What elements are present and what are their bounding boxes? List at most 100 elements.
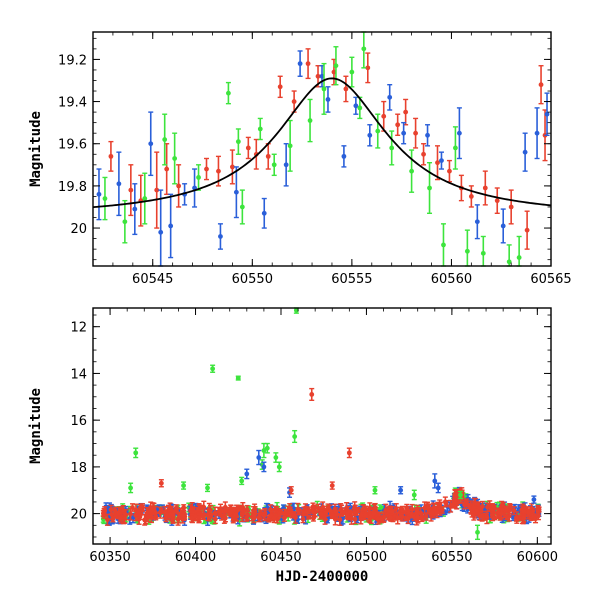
data-point [500, 223, 506, 229]
data-point [452, 494, 458, 499]
data-point [480, 250, 486, 256]
data-point [415, 514, 420, 520]
data-point [233, 511, 239, 517]
data-point [179, 513, 185, 518]
data-point [482, 185, 488, 191]
data-point [398, 487, 404, 493]
data-point [133, 450, 139, 456]
data-point [521, 509, 527, 514]
data-point [361, 46, 367, 52]
data-point [181, 505, 187, 511]
data-point [261, 448, 267, 453]
data-point [441, 242, 446, 248]
data-point [365, 65, 371, 71]
x-tick-label: 60555 [331, 272, 372, 287]
bottom-panel: 60350 60400 60450 60500 60550 60600 12 14 16 18 20… [28, 307, 558, 585]
data-point [403, 109, 409, 115]
data-point [432, 478, 438, 484]
data-point [346, 450, 352, 456]
data-point [245, 513, 251, 518]
x-tick-label: 60500 [346, 550, 387, 565]
data-point [164, 166, 170, 172]
data-point [170, 512, 176, 518]
data-point [367, 505, 373, 511]
data-point [471, 505, 476, 510]
data-point [400, 507, 405, 513]
data-point [277, 84, 283, 90]
x-tick-label: 60400 [175, 550, 216, 565]
y-tick-label: 18 [70, 461, 87, 476]
data-point [521, 515, 526, 521]
data-point [216, 168, 221, 174]
data-point [289, 512, 295, 518]
data-point [218, 234, 223, 239]
x-tick-label: 60545 [132, 272, 173, 287]
data-point [507, 504, 513, 510]
model-curve [92, 77, 552, 209]
data-point [458, 492, 463, 498]
data-point [293, 307, 299, 313]
data-point [123, 512, 129, 518]
data-point [325, 97, 331, 102]
data-point [116, 181, 122, 187]
data-point [401, 130, 407, 136]
data-point [172, 156, 178, 161]
data-point [439, 507, 445, 513]
data-point [292, 434, 298, 439]
data-point [168, 223, 174, 229]
bottom-panel-axes: 60350 60400 60450 60500 60550 60600 12 14 16 18 20 [70, 308, 558, 565]
data-point [457, 130, 462, 136]
data-point [358, 512, 364, 518]
data-point [181, 483, 186, 488]
data-point [138, 505, 143, 511]
data-point [343, 86, 349, 92]
data-point [506, 259, 512, 265]
data-point [435, 485, 441, 491]
data-point [427, 185, 432, 191]
data-point [535, 505, 541, 511]
data-point [128, 485, 133, 491]
data-point [154, 187, 160, 193]
data-point [447, 168, 452, 174]
data-point [173, 505, 179, 511]
data-point [277, 511, 282, 516]
data-point [333, 508, 339, 514]
data-point [347, 509, 353, 515]
y-tick-label: 20 [70, 508, 87, 523]
data-point [158, 229, 164, 235]
x-tick-label: 60550 [431, 550, 472, 565]
data-point [484, 513, 489, 519]
data-point [411, 492, 417, 498]
data-point [271, 515, 277, 521]
data-point [381, 113, 387, 119]
data-point [142, 196, 148, 201]
data-point [529, 513, 535, 519]
data-point [271, 162, 277, 168]
y-tick-label: 19.8 [58, 180, 87, 195]
data-point [320, 504, 326, 510]
data-point [273, 455, 279, 460]
data-point [122, 219, 128, 225]
data-point [372, 487, 378, 493]
data-point [210, 366, 216, 372]
data-point [245, 145, 251, 151]
data-point [116, 510, 121, 516]
data-point [150, 506, 156, 512]
data-point [388, 515, 393, 520]
data-point [442, 499, 448, 505]
data-point [307, 118, 313, 123]
data-point [196, 175, 201, 180]
data-point [315, 73, 321, 79]
data-point [196, 514, 202, 520]
data-point [408, 512, 414, 518]
data-point [257, 126, 263, 132]
data-point [534, 130, 540, 136]
data-point [422, 505, 428, 511]
data-point [479, 504, 485, 509]
top-panel-frame [92, 31, 552, 267]
data-point [288, 487, 294, 493]
y-tick-label: 19.4 [58, 96, 87, 111]
data-point [244, 507, 250, 512]
data-point [235, 375, 241, 381]
